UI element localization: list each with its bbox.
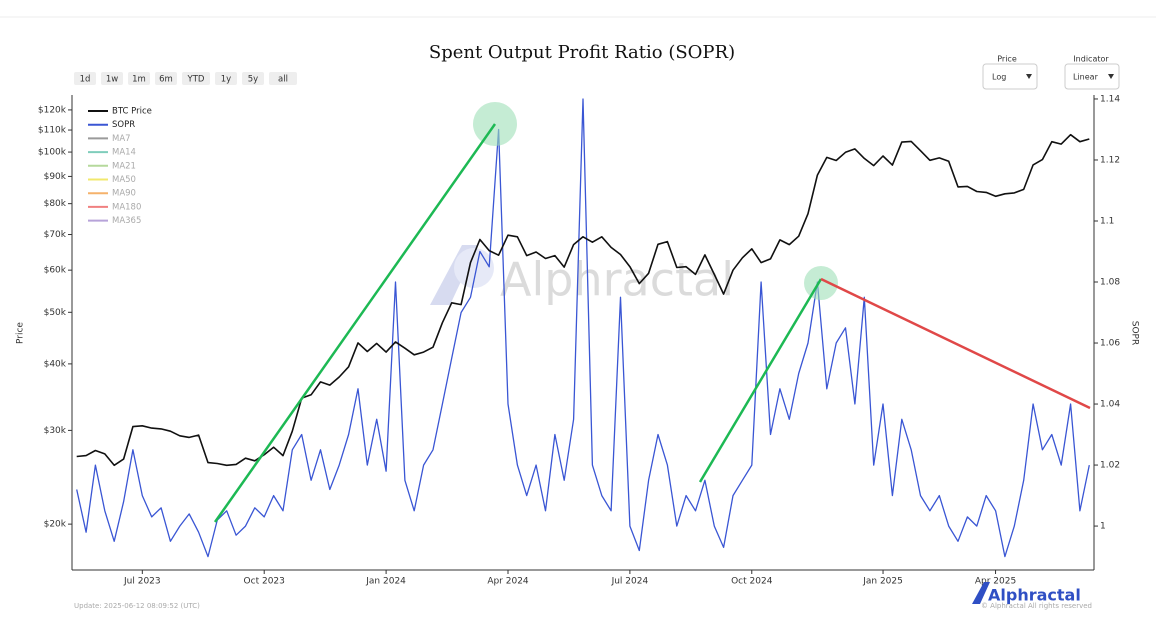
x-tick-label: Oct 2024 [731, 577, 773, 587]
range-buttons: 1d 1w 1m 6m YTD 1y 5y all [74, 72, 297, 85]
trend-line [820, 277, 1091, 410]
x-tick-label: Jan 2025 [862, 577, 903, 587]
selector-box[interactable] [982, 63, 1038, 90]
y-tick-label: $100k [38, 148, 67, 158]
y2-tick-label: 1.1 [1100, 216, 1114, 226]
trend-line [213, 123, 497, 523]
y-tick-label: $40k [44, 359, 67, 369]
x-tick-label: Jan 2024 [365, 577, 406, 587]
x-tick-label: Apr 2024 [487, 577, 529, 587]
range-button[interactable] [242, 72, 264, 85]
legend-label[interactable]: SOPR [112, 120, 135, 130]
legend-label[interactable]: BTC Price [112, 107, 152, 117]
watermark-text: Alphractal [500, 253, 734, 307]
range-label: 5y [248, 75, 258, 85]
y-tick-label: $70k [44, 230, 67, 240]
y2-tick-label: 1.08 [1100, 278, 1120, 288]
y-tick-label: $110k [38, 126, 67, 136]
y-axis-label: Price [16, 322, 26, 344]
selector: Price Log Indicator Linear [982, 55, 1120, 90]
dropdown-arrow [1026, 74, 1032, 79]
y2-tick-label: 1.04 [1100, 400, 1120, 410]
range-label: 1w [106, 75, 118, 85]
series-line [76, 98, 1090, 558]
legend-label[interactable]: MA21 [112, 161, 136, 171]
y-tick-label: $90k [44, 172, 67, 182]
selector-value: Linear [1073, 73, 1099, 82]
x-tick-label: Jul 2023 [123, 577, 161, 587]
y2-tick-label: 1.06 [1100, 339, 1120, 349]
y-tick-label: $20k [44, 520, 67, 530]
range-button[interactable] [128, 72, 150, 85]
selector-value: Log [992, 73, 1006, 82]
legend-label[interactable]: MA90 [112, 189, 136, 199]
y-tick-label: $80k [44, 199, 67, 209]
y2-axis-label: SOPR [1130, 321, 1140, 345]
copyright: © Alphractal All rights reserved [981, 602, 1092, 610]
dropdown-arrow [1108, 74, 1114, 79]
selector-box[interactable] [1064, 63, 1120, 90]
y-tick-label: $30k [44, 426, 67, 436]
range-label: all [278, 75, 288, 85]
range-label: YTD [187, 75, 205, 85]
range-button[interactable] [101, 72, 123, 85]
trend-line [698, 278, 823, 483]
range-button[interactable] [74, 72, 96, 85]
legend-label[interactable]: MA365 [112, 216, 141, 226]
watermark: Alphractal [430, 245, 734, 307]
legend: BTC Price SOPR MA7 MA14 MA21 MA50 MA90 MA180 MA3… [88, 107, 152, 226]
x-tick-label: Jul 2024 [611, 577, 649, 587]
y-tick-label: $50k [44, 308, 67, 318]
selector-label: Indicator [1073, 55, 1109, 64]
x-tick-label: Oct 2023 [244, 577, 285, 587]
brand-name: Alphractal [988, 586, 1081, 605]
legend-label[interactable]: MA180 [112, 202, 141, 212]
range-button[interactable] [182, 72, 210, 85]
range-button[interactable] [155, 72, 177, 85]
series-line [76, 133, 1090, 467]
legend-label[interactable]: MA14 [112, 148, 136, 158]
selector-label: Price [997, 55, 1017, 64]
chart-title: Spent Output Profit Ratio (SOPR) [429, 42, 735, 63]
y-tick-label: $120k [38, 105, 67, 115]
brand-logo [972, 582, 990, 604]
y2-tick-label: 1.14 [1100, 94, 1120, 104]
plot: $20k $30k $40k $50k $60k $70k $80k $90k $100k $11… [38, 94, 1120, 586]
range-button[interactable] [215, 72, 237, 85]
range-label: 1m [132, 75, 146, 85]
range-button[interactable] [269, 72, 297, 85]
range-label: 1d [80, 75, 91, 85]
legend-label[interactable]: MA50 [112, 175, 136, 185]
annotations [213, 102, 1091, 523]
legend-label[interactable]: MA7 [112, 134, 131, 144]
watermark-logo [430, 245, 478, 305]
range-label: 1y [221, 75, 231, 85]
highlight-circle [804, 266, 838, 300]
update-time: Update: 2025-06-12 08:09:52 (UTC) [74, 602, 200, 610]
x-tick-label: Apr 2025 [975, 577, 1016, 587]
y-tick-label: $60k [44, 266, 67, 276]
y2-tick-label: 1.12 [1100, 155, 1120, 165]
y2-tick-label: 1 [1100, 522, 1106, 532]
range-label: 6m [159, 75, 173, 85]
y2-tick-label: 1.02 [1100, 461, 1120, 471]
